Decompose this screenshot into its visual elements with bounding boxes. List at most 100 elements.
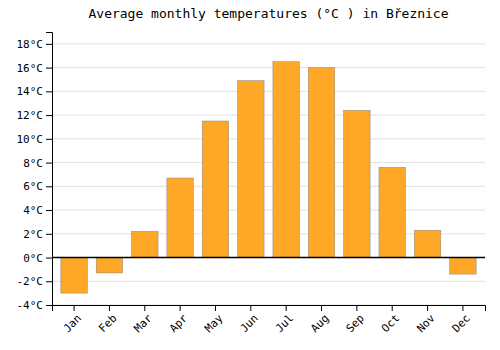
x-tick-label: Jan [61,312,84,335]
x-tick-label: Mar [132,312,156,336]
x-tick: Apr [167,305,191,335]
chart: -4°C -2°C 0°C 2°C 4°C 6°C 8°C 10°C 12°C 14°C 16°C 1… [0,0,500,350]
x-tick-mark [356,305,357,311]
x-tick-mark [144,305,145,311]
x-axis-line [53,306,486,312]
grid-line [52,210,485,211]
x-tick-label: Oct [379,312,402,335]
y-tick-mark [46,305,52,306]
bar [379,167,406,257]
y-tick: 16°C [17,62,53,75]
bar [167,178,194,258]
x-tick-label: Apr [167,312,191,336]
x-tick: Dec [450,305,473,335]
x-tick: Nov [414,305,438,335]
x-tick-mark [180,305,181,311]
y-tick-label: -2°C [17,275,44,288]
grid-line [52,115,485,116]
x-tick-mark [109,305,110,311]
bar [61,258,88,294]
x-axis: Jan Feb Mar Apr May Jun Jul Aug Sep Oct Nov Dec [53,305,486,335]
y-tick: 8°C [23,157,52,170]
y-tick: -4°C [17,299,53,312]
grid-line [52,162,485,163]
x-tick: Jun [238,305,261,335]
y-tick: 2°C [23,228,52,241]
grid-line [52,281,485,282]
bar [414,230,441,257]
title: Average monthly temperatures (°C ) in Bř… [88,6,448,21]
bar [238,81,265,258]
grid-line [52,67,485,68]
x-tick-label: Jul [273,312,296,335]
x-tick-label: Nov [414,312,438,336]
y-tick: 18°C [17,38,53,51]
x-tick: May [202,305,226,335]
y-tick-label: 14°C [17,85,44,98]
bar [202,121,229,258]
y-tick-mark [46,281,52,282]
x-tick-mark [427,305,428,311]
x-tick: Jan [61,305,84,335]
bar [132,231,159,257]
x-tick-label: Dec [450,312,473,335]
y-tick-label: 6°C [23,180,43,193]
x-tick-mark [286,305,287,311]
x-tick-mark [392,305,393,311]
y-tick: 0°C [23,252,52,265]
grid-line [52,43,485,44]
x-tick: Aug [308,305,331,335]
y-axis-line [46,33,53,306]
x-tick-label: Sep [344,312,367,335]
y-tick-label: 0°C [23,252,43,265]
y-tick-mark [46,186,52,187]
x-tick: Sep [344,305,367,335]
grid-line [52,186,485,187]
x-tick-mark [462,305,463,311]
grid-line [52,257,485,258]
y-tick-mark [46,258,52,259]
y-tick: 4°C [23,204,52,217]
x-tick-mark [250,305,251,311]
y-tick: 12°C [17,109,53,122]
y-tick: -2°C [17,275,53,288]
grid-line [52,138,485,139]
x-tick: Feb [96,305,119,335]
x-tick-label: Jun [238,312,261,335]
y-tick-mark [46,44,52,45]
x-tick-mark [74,305,75,311]
bar [344,110,371,257]
bar [308,68,335,258]
y-tick-mark [46,234,52,235]
grid-line [52,91,485,92]
y-tick-label: -4°C [17,299,44,312]
y-tick-label: 8°C [23,157,43,170]
bar [273,62,300,258]
x-tick: Mar [132,305,156,335]
x-tick-label: May [202,312,226,336]
y-tick-label: 18°C [17,38,44,51]
y-tick-label: 10°C [17,133,44,146]
x-tick: Oct [379,305,402,335]
y-tick-label: 4°C [23,204,43,217]
y-tick-mark [46,139,52,140]
y-axis: -4°C -2°C 0°C 2°C 4°C 6°C 8°C 10°C 12°C 14°C 16°C 1… [17,33,53,313]
bars [52,62,485,293]
x-tick: Jul [273,305,296,335]
y-tick-mark [46,115,52,116]
y-tick-label: 16°C [17,62,44,75]
x-tick-mark [321,305,322,311]
y-tick: 14°C [17,85,53,98]
y-tick-mark [46,68,52,69]
plot: -4°C -2°C 0°C 2°C 4°C 6°C 8°C 10°C 12°C 14°C 16°C 1… [17,33,486,336]
y-tick-label: 12°C [17,109,44,122]
zero-line [52,257,485,259]
y-tick-mark [46,210,52,211]
y-tick-label: 2°C [23,228,43,241]
grid [52,44,485,305]
x-tick-mark [215,305,216,311]
y-tick: 6°C [23,180,52,193]
x-tick-label: Aug [308,312,331,335]
x-tick-label: Feb [96,312,119,335]
y-tick: 10°C [17,133,53,146]
